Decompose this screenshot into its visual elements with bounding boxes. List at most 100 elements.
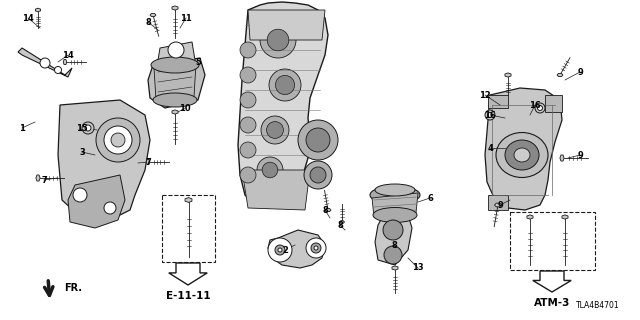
Circle shape: [85, 125, 91, 131]
Polygon shape: [495, 203, 502, 207]
Circle shape: [104, 126, 132, 154]
Text: 9: 9: [577, 68, 583, 76]
Text: 14: 14: [62, 51, 74, 60]
Circle shape: [40, 58, 50, 68]
Polygon shape: [562, 215, 568, 219]
Polygon shape: [63, 60, 67, 65]
Polygon shape: [35, 8, 40, 12]
Polygon shape: [485, 88, 562, 210]
Circle shape: [267, 122, 284, 139]
Circle shape: [384, 246, 402, 264]
Text: 15: 15: [76, 124, 88, 132]
Polygon shape: [545, 95, 562, 112]
Ellipse shape: [514, 148, 530, 162]
Circle shape: [488, 113, 493, 117]
Circle shape: [298, 120, 338, 160]
Text: 8: 8: [391, 241, 397, 250]
Polygon shape: [339, 221, 344, 223]
Polygon shape: [560, 155, 564, 161]
Polygon shape: [527, 215, 533, 219]
Text: E-11-11: E-11-11: [166, 291, 211, 301]
Circle shape: [262, 162, 278, 178]
Text: 5: 5: [195, 58, 201, 67]
Text: 16: 16: [484, 110, 496, 119]
Ellipse shape: [373, 207, 417, 222]
Text: 11: 11: [180, 13, 192, 22]
Polygon shape: [169, 263, 207, 285]
Circle shape: [275, 76, 294, 95]
Text: 9: 9: [497, 201, 503, 210]
Circle shape: [261, 116, 289, 144]
Circle shape: [485, 110, 495, 120]
Circle shape: [82, 122, 94, 134]
Text: 1: 1: [19, 124, 25, 132]
Polygon shape: [58, 100, 150, 215]
Text: 7: 7: [41, 175, 47, 185]
Text: 12: 12: [479, 91, 491, 100]
Ellipse shape: [505, 140, 539, 170]
Polygon shape: [532, 271, 572, 292]
Circle shape: [240, 167, 256, 183]
Polygon shape: [242, 170, 310, 210]
Circle shape: [278, 248, 282, 252]
Circle shape: [260, 22, 296, 58]
Circle shape: [383, 220, 403, 240]
Polygon shape: [68, 175, 125, 228]
Text: 4: 4: [487, 143, 493, 153]
Circle shape: [111, 133, 125, 147]
Circle shape: [268, 238, 292, 262]
Polygon shape: [372, 193, 418, 217]
Text: 8: 8: [322, 205, 328, 214]
Polygon shape: [18, 48, 72, 77]
Text: ATM-3: ATM-3: [534, 298, 570, 308]
Polygon shape: [557, 74, 563, 76]
Polygon shape: [148, 58, 205, 108]
Ellipse shape: [496, 132, 548, 178]
Circle shape: [73, 188, 87, 202]
Text: 8: 8: [337, 220, 343, 229]
Circle shape: [311, 243, 321, 253]
Text: FR.: FR.: [64, 283, 82, 293]
Polygon shape: [36, 175, 40, 181]
Text: 10: 10: [179, 103, 191, 113]
Circle shape: [310, 167, 326, 183]
Polygon shape: [154, 63, 196, 100]
Bar: [510, 212, 595, 270]
Circle shape: [306, 238, 326, 258]
Circle shape: [275, 245, 285, 255]
Polygon shape: [185, 198, 192, 203]
Circle shape: [104, 202, 116, 214]
Polygon shape: [172, 110, 178, 114]
Ellipse shape: [153, 93, 197, 107]
Circle shape: [240, 67, 256, 83]
Text: 7: 7: [145, 157, 151, 166]
Circle shape: [306, 128, 330, 152]
Circle shape: [240, 42, 256, 58]
Polygon shape: [238, 2, 328, 208]
Circle shape: [240, 117, 256, 133]
Polygon shape: [392, 266, 398, 270]
Polygon shape: [248, 10, 325, 40]
Text: 8: 8: [145, 18, 151, 27]
Polygon shape: [375, 215, 412, 265]
Circle shape: [269, 69, 301, 101]
Text: 9: 9: [577, 150, 583, 159]
Text: 2: 2: [282, 245, 288, 254]
Polygon shape: [150, 13, 156, 17]
Circle shape: [304, 161, 332, 189]
Ellipse shape: [375, 184, 415, 196]
Circle shape: [96, 118, 140, 162]
Circle shape: [257, 157, 283, 183]
Circle shape: [268, 29, 289, 51]
Polygon shape: [172, 6, 178, 10]
Ellipse shape: [151, 57, 199, 73]
Text: 14: 14: [22, 13, 34, 22]
Circle shape: [240, 142, 256, 158]
Text: 16: 16: [529, 100, 541, 109]
Text: 3: 3: [79, 148, 85, 156]
Polygon shape: [488, 195, 508, 210]
Circle shape: [314, 246, 318, 250]
Circle shape: [538, 106, 543, 110]
Text: 6: 6: [427, 194, 433, 203]
Text: 13: 13: [412, 263, 424, 273]
